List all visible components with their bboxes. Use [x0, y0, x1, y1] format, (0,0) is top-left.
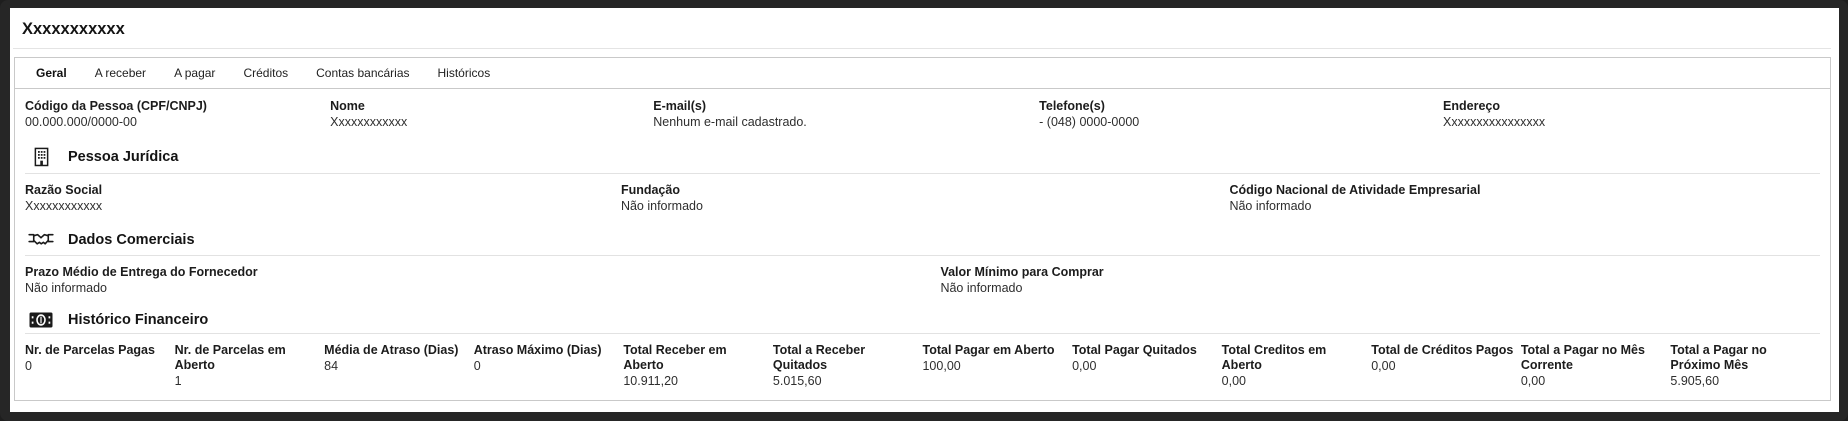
field-label: Código Nacional de Atividade Empresarial — [1229, 183, 1481, 197]
field-nome: Nome Xxxxxxxxxxxx — [330, 99, 653, 130]
field-value: 0,00 — [1520, 374, 1546, 388]
field-value: Não informado — [25, 281, 107, 295]
field-value: 1 — [174, 374, 182, 388]
field-label: Endereço — [1443, 99, 1500, 113]
tab-a-pagar[interactable]: A pagar — [174, 66, 216, 80]
field-label: Total a Pagar no Próximo Mês — [1670, 343, 1767, 372]
pessoa-juridica-row: Razão Social Xxxxxxxxxxxx Fundação Não i… — [25, 183, 1820, 214]
field-value: 0 — [25, 359, 32, 373]
field-label: Total a Receber Quitados — [772, 343, 866, 372]
field-value: 0,00 — [1221, 374, 1246, 388]
field-atraso-maximo: Atraso Máximo (Dias) 0 — [474, 343, 624, 389]
field-label: Total Pagar em Aberto — [922, 343, 1055, 357]
field-total-receber-aberto: Total Receber em Aberto 10.911,20 — [623, 343, 773, 389]
field-label: Código da Pessoa (CPF/CNPJ) — [25, 99, 207, 113]
field-value: Não informado — [940, 281, 1023, 295]
field-label: Total Creditos em Aberto — [1221, 343, 1327, 372]
section-title: Histórico Financeiro — [68, 312, 209, 328]
field-label: Atraso Máximo (Dias) — [473, 343, 602, 357]
field-label: Total de Créditos Pagos — [1371, 343, 1514, 357]
money-icon — [28, 312, 54, 328]
field-telefones: Telefone(s) - (048) 0000-0000 — [1039, 99, 1443, 130]
field-value: 5.015,60 — [772, 374, 822, 388]
field-fundacao: Fundação Não informado — [621, 183, 1230, 214]
field-value: - (048) 0000-0000 — [1039, 115, 1140, 129]
field-label: Nome — [330, 99, 365, 113]
field-total-pagar-mes-corrente: Total a Pagar no Mês Corrente 0,00 — [1521, 343, 1671, 389]
field-value: Xxxxxxxxxxxx — [330, 115, 408, 129]
field-label: Valor Mínimo para Comprar — [940, 265, 1104, 279]
field-value: Não informado — [620, 199, 703, 213]
field-total-pagar-quitados: Total Pagar Quitados 0,00 — [1072, 343, 1222, 389]
field-label: Nr. de Parcelas Pagas — [25, 343, 155, 357]
field-parcelas-em-aberto: Nr. de Parcelas em Aberto 1 — [175, 343, 325, 389]
field-label: Razão Social — [25, 183, 103, 197]
handshake-icon — [28, 230, 54, 250]
section-title: Dados Comerciais — [68, 232, 195, 248]
field-label: Prazo Médio de Entrega do Fornecedor — [25, 265, 258, 279]
field-prazo-medio-entrega: Prazo Médio de Entrega do Fornecedor Não… — [25, 265, 940, 296]
person-detail-page: Xxxxxxxxxxx Geral A receber A pagar Créd… — [10, 8, 1839, 412]
field-label: Nr. de Parcelas em Aberto — [174, 343, 286, 372]
field-total-pagar-proximo-mes: Total a Pagar no Próximo Mês 5.905,60 — [1670, 343, 1820, 389]
field-total-receber-quitados: Total a Receber Quitados 5.015,60 — [773, 343, 923, 389]
field-value: 10.911,20 — [623, 374, 679, 388]
field-value: Xxxxxxxxxxxxxxxx — [1443, 115, 1546, 129]
section-dados-comerciais-header: Dados Comerciais — [25, 230, 1820, 256]
field-value: Não informado — [1229, 199, 1312, 213]
field-total-creditos-pagos: Total de Créditos Pagos 0,00 — [1371, 343, 1521, 389]
field-value: 0,00 — [1371, 359, 1396, 373]
historico-financeiro-row: Nr. de Parcelas Pagas 0 Nr. de Parcelas … — [25, 343, 1820, 389]
field-value: 0 — [473, 359, 481, 373]
detail-panel: Geral A receber A pagar Créditos Contas … — [14, 57, 1831, 401]
field-parcelas-pagas: Nr. de Parcelas Pagas 0 — [25, 343, 175, 389]
field-value: 0,00 — [1072, 359, 1097, 373]
tab-bar: Geral A receber A pagar Créditos Contas … — [15, 58, 1830, 89]
section-title: Pessoa Jurídica — [68, 149, 179, 165]
field-value: Nenhum e-mail cadastrado. — [653, 115, 807, 129]
field-total-creditos-aberto: Total Creditos em Aberto 0,00 — [1222, 343, 1372, 389]
field-value: 84 — [324, 359, 339, 373]
page-title: Xxxxxxxxxxx — [22, 20, 125, 38]
tab-geral[interactable]: Geral — [36, 66, 67, 80]
field-emails: E-mail(s) Nenhum e-mail cadastrado. — [653, 99, 1039, 130]
field-label: Telefone(s) — [1039, 99, 1105, 113]
tab-historicos[interactable]: Históricos — [437, 66, 491, 80]
building-icon — [28, 146, 54, 168]
field-media-atraso: Média de Atraso (Dias) 84 — [324, 343, 474, 389]
field-total-pagar-aberto: Total Pagar em Aberto 100,00 — [922, 343, 1072, 389]
field-value: 100,00 — [922, 359, 961, 373]
field-label: Total Pagar Quitados — [1072, 343, 1197, 357]
field-label: E-mail(s) — [653, 99, 707, 113]
field-label: Total a Pagar no Mês Corrente — [1520, 343, 1645, 372]
tab-content-geral: Código da Pessoa (CPF/CNPJ) 00.000.000/0… — [15, 89, 1830, 400]
section-pessoa-juridica-header: Pessoa Jurídica — [25, 146, 1820, 174]
field-endereco: Endereço Xxxxxxxxxxxxxxxx — [1443, 99, 1820, 130]
section-historico-financeiro-header: Histórico Financeiro — [25, 312, 1820, 334]
field-valor-minimo-comprar: Valor Mínimo para Comprar Não informado — [940, 265, 1820, 296]
field-value: 00.000.000/0000-00 — [25, 115, 137, 129]
dados-comerciais-row: Prazo Médio de Entrega do Fornecedor Não… — [25, 265, 1820, 296]
tab-contas-bancarias[interactable]: Contas bancárias — [316, 66, 410, 80]
field-codigo-atividade-empresarial: Código Nacional de Atividade Empresarial… — [1229, 183, 1820, 214]
field-razao-social: Razão Social Xxxxxxxxxxxx — [25, 183, 621, 214]
field-label: Total Receber em Aberto — [623, 343, 727, 372]
field-value: Xxxxxxxxxxxx — [25, 199, 103, 213]
field-label: Média de Atraso (Dias) — [324, 343, 459, 357]
tab-a-receber[interactable]: A receber — [94, 66, 147, 80]
title-divider — [13, 48, 1831, 49]
field-value: 5.905,60 — [1670, 374, 1720, 388]
field-codigo-pessoa: Código da Pessoa (CPF/CNPJ) 00.000.000/0… — [25, 99, 330, 130]
overview-row: Código da Pessoa (CPF/CNPJ) 00.000.000/0… — [25, 99, 1820, 130]
tab-creditos[interactable]: Créditos — [243, 66, 289, 80]
field-label: Fundação — [620, 183, 680, 197]
